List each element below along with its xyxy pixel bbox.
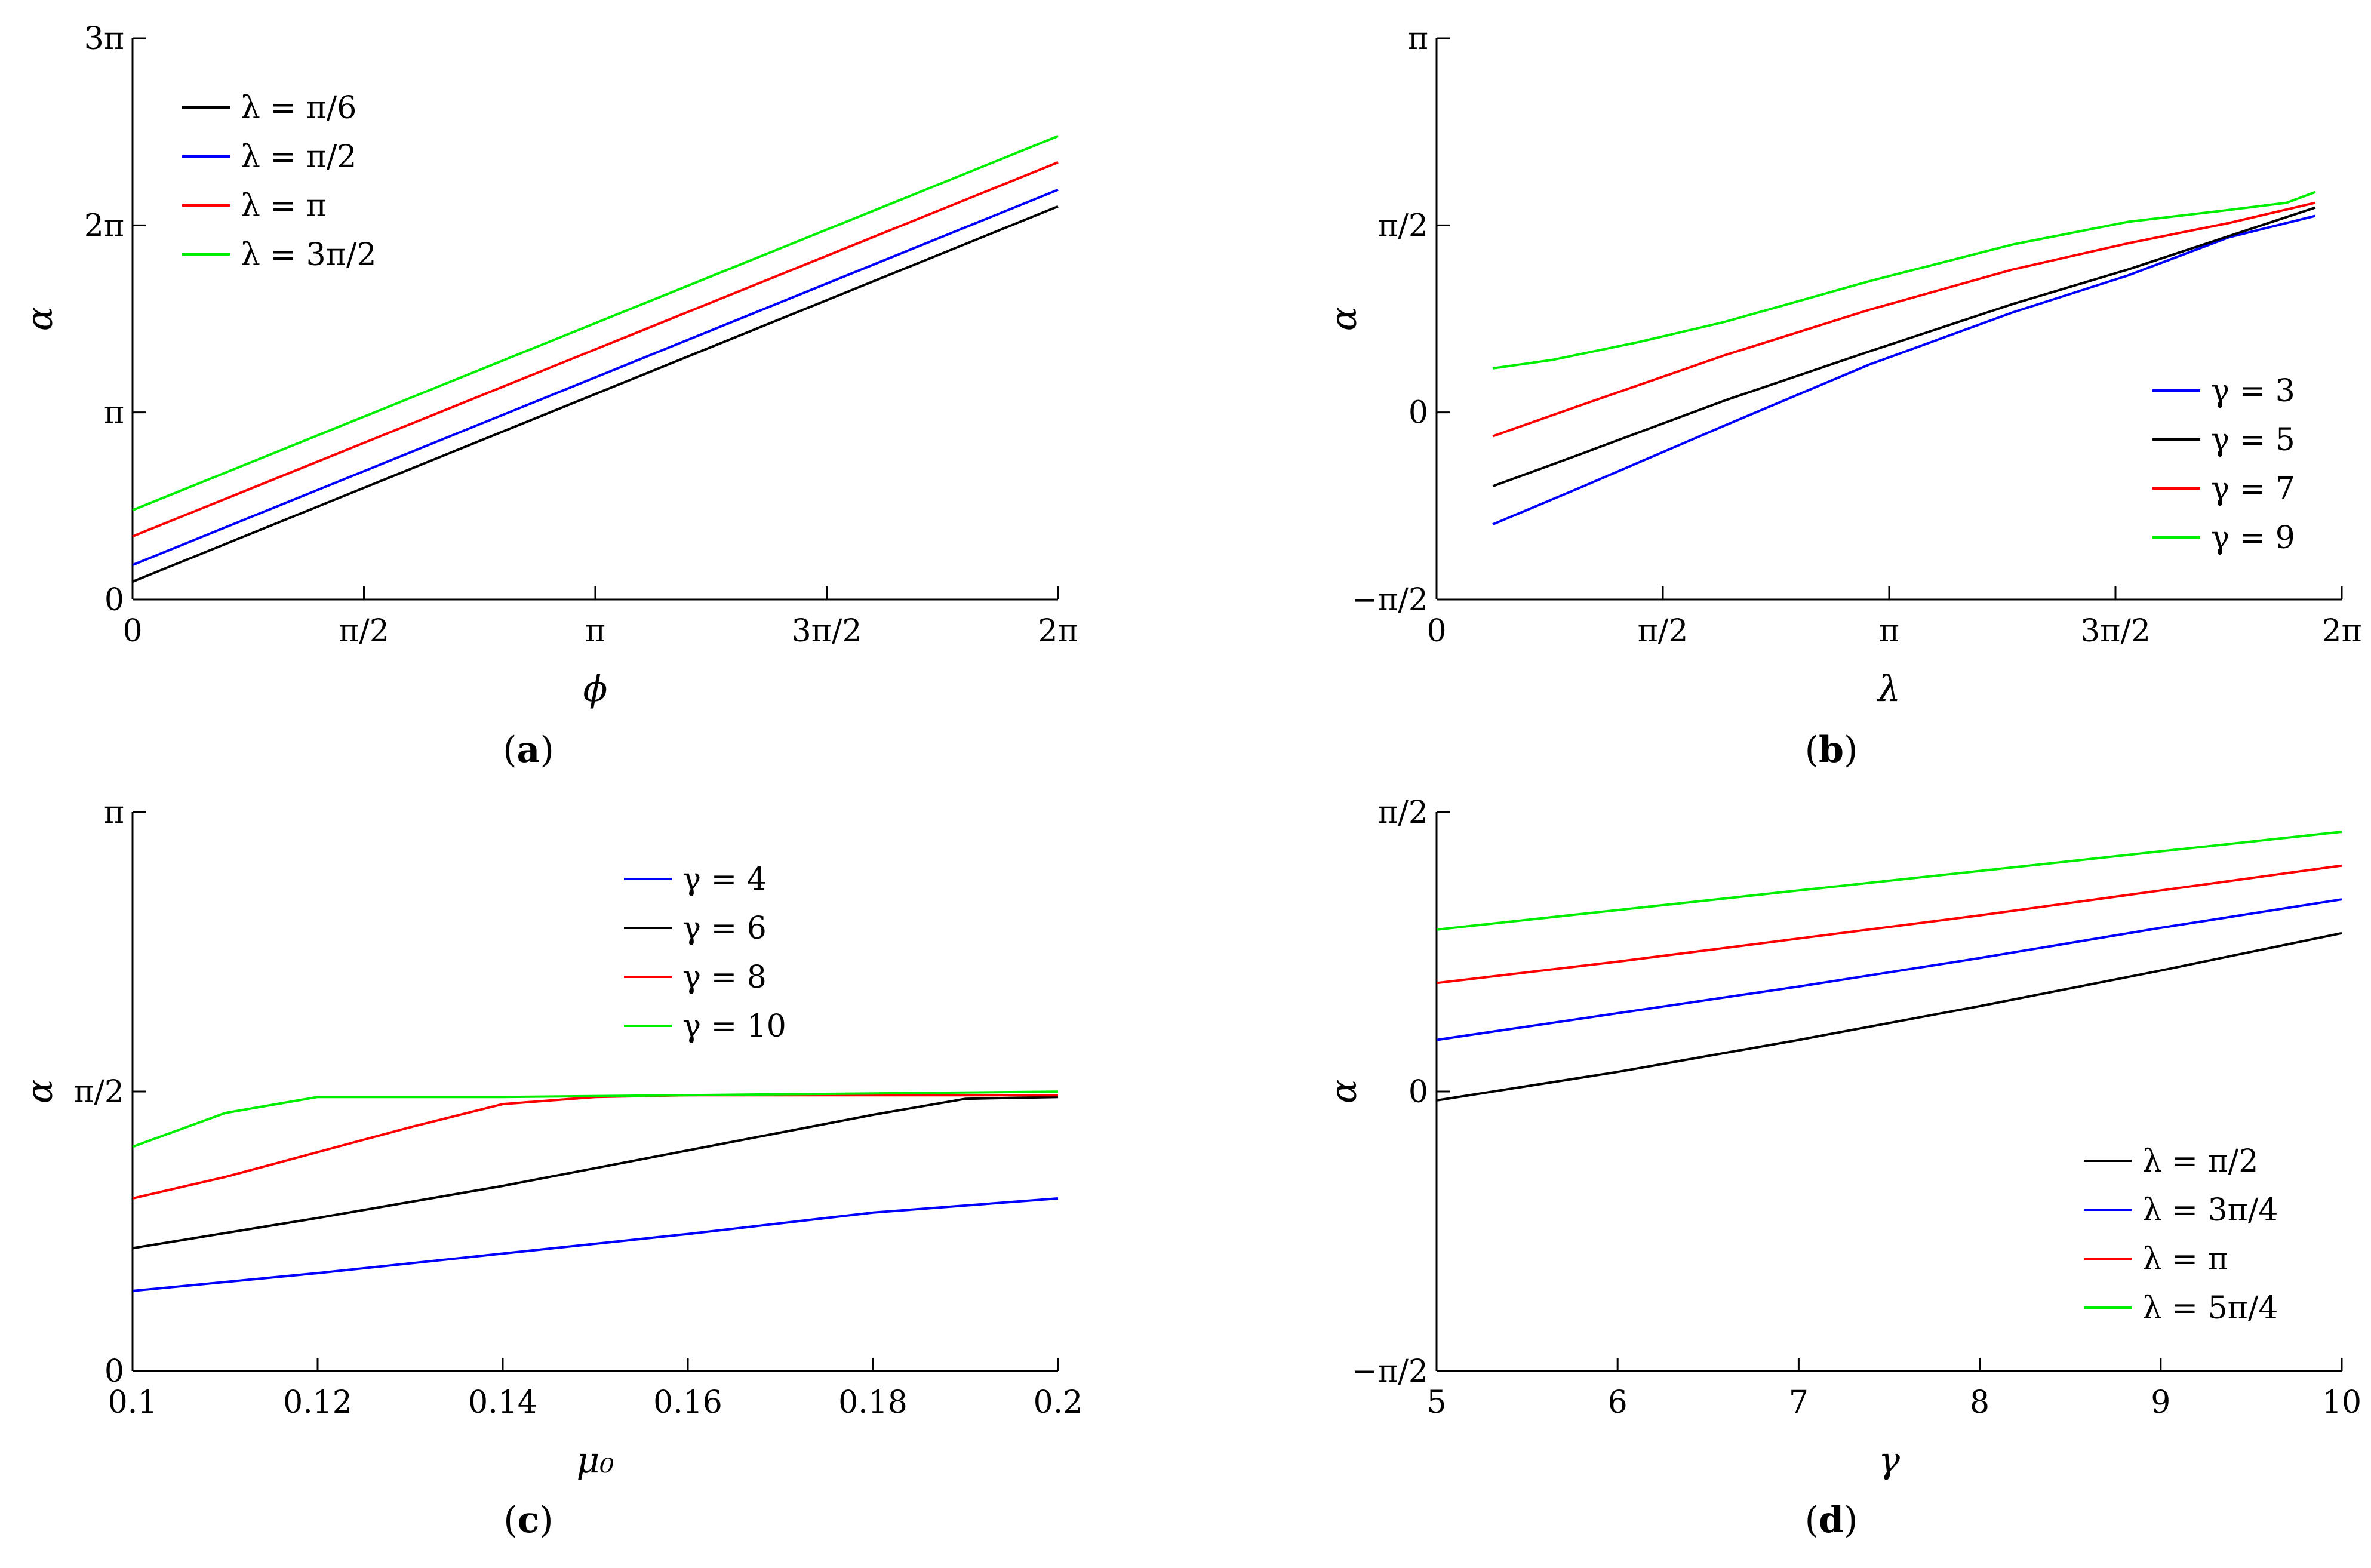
x-tick-label: 9	[2151, 1385, 2170, 1421]
legend-label: γ = 8	[682, 960, 767, 995]
x-tick-label: 2π	[1038, 613, 1078, 649]
y-tick-label: 0	[104, 1354, 124, 1389]
x-tick-label: 0.18	[838, 1385, 908, 1421]
y-axis-label: α	[19, 307, 61, 331]
legend-label: λ = π/6	[241, 90, 356, 126]
legend: γ = 4 γ = 6 γ = 8 γ = 10	[624, 862, 786, 1044]
x-tick-label: π	[1879, 613, 1899, 649]
x-tick-label: π/2	[1638, 613, 1689, 649]
legend-label: γ = 4	[682, 862, 767, 897]
y-tick-label: π	[104, 395, 124, 431]
y-tick-label: 3π	[84, 21, 124, 57]
y-tick-label: π/2	[1377, 795, 1428, 831]
legend-label: γ = 5	[2211, 422, 2295, 458]
legend-label: γ = 9	[2211, 520, 2295, 556]
series-line-3	[132, 1094, 1058, 1200]
series-line-4	[132, 1090, 1059, 1148]
x-tick-label: 0.2	[1034, 1385, 1083, 1421]
panel-caption-letter: a	[517, 729, 540, 771]
series-line-4	[1492, 190, 2316, 370]
legend-label: γ = 7	[2211, 471, 2295, 507]
y-tick-label: 0	[1409, 1074, 1428, 1110]
panel-caption: (b)	[1805, 729, 1858, 771]
y-tick-label: 2π	[84, 208, 124, 244]
x-tick-label: π/2	[339, 613, 389, 649]
legend: γ = 3 γ = 5 γ = 7 γ = 9	[2152, 373, 2295, 556]
x-tick-label: 0.12	[283, 1385, 352, 1421]
legend-label: γ = 10	[682, 1009, 786, 1044]
y-axis-label: α	[1323, 307, 1365, 331]
panel-caption: (c)	[503, 1499, 553, 1541]
legend: λ = π/2 λ = 3π/4 λ = π λ = 5π/4	[2084, 1143, 2278, 1326]
y-tick-label: π	[104, 795, 124, 831]
legend-label: γ = 6	[682, 911, 767, 946]
y-tick-label: π/2	[1377, 208, 1428, 244]
y-tick-label: −π/2	[1352, 582, 1428, 618]
series-line-2	[1492, 206, 2316, 488]
y-tick-label: π	[1408, 21, 1428, 57]
series-line-4	[1436, 831, 2342, 931]
y-tick-label: 0	[1409, 395, 1428, 431]
x-tick-label: 6	[1608, 1385, 1628, 1421]
legend-label: λ = π/2	[241, 139, 356, 175]
x-axis-label: μ₀	[576, 1440, 614, 1481]
legend-label: γ = 3	[2211, 373, 2295, 409]
x-tick-label: 0.14	[468, 1385, 537, 1421]
x-tick-label: 2π	[2321, 613, 2361, 649]
series-line-1	[132, 205, 1059, 583]
series-line-1	[132, 1197, 1059, 1292]
panel-caption: (d)	[1805, 1499, 1858, 1541]
legend-label: λ = π	[2142, 1241, 2228, 1277]
legend: λ = π/6 λ = π/2 λ = π λ = 3π/2	[182, 90, 376, 273]
legend-label: λ = π	[241, 188, 327, 224]
series-line-3	[1492, 201, 2316, 438]
series-line-1	[1492, 214, 2316, 526]
series-line-2	[1436, 898, 2342, 1041]
y-axis-label: α	[1323, 1080, 1365, 1104]
series-line-2	[132, 1096, 1059, 1250]
x-tick-label: 3π/2	[792, 613, 862, 649]
panel-caption: (a)	[503, 729, 554, 771]
x-tick-label: 3π/2	[2080, 613, 2151, 649]
x-tick-label: 7	[1789, 1385, 1809, 1421]
x-axis-label: λ	[1877, 668, 1901, 710]
y-tick-label: π/2	[73, 1074, 124, 1110]
panel-caption-letter: b	[1819, 729, 1844, 771]
x-tick-label: 0	[1426, 613, 1446, 649]
series-line-4	[132, 135, 1059, 512]
x-axis-label: γ	[1878, 1440, 1900, 1481]
x-tick-label: 0.16	[653, 1385, 722, 1421]
panel-caption-letter: c	[518, 1499, 540, 1541]
y-axis-label: α	[19, 1080, 61, 1104]
series-line-2	[132, 188, 1059, 567]
legend-label: λ = 5π/4	[2142, 1290, 2278, 1326]
series-line-1	[1436, 931, 2342, 1102]
x-tick-label: 10	[2322, 1385, 2361, 1421]
x-tick-label: 0.1	[108, 1385, 158, 1421]
legend-label: λ = 3π/4	[2142, 1192, 2278, 1228]
series-line-3	[1436, 864, 2342, 985]
series-line-3	[132, 161, 1059, 538]
x-tick-label: 0	[122, 613, 142, 649]
x-tick-label: 8	[1970, 1385, 1989, 1421]
x-tick-label: π	[585, 613, 605, 649]
y-tick-label: −π/2	[1352, 1354, 1428, 1389]
x-axis-label: ϕ	[583, 668, 608, 710]
panel-c: 0.1 0.12 0.14 0.16 0.18 0.2 0 π/2 π μ₀ α γ = 4 γ = 6…	[19, 795, 1083, 1541]
y-tick-label: 0	[104, 582, 124, 618]
legend-label: λ = 3π/2	[241, 237, 376, 273]
legend-label: λ = π/2	[2142, 1143, 2258, 1179]
x-tick-label: 5	[1426, 1385, 1446, 1421]
panel-caption-letter: d	[1819, 1499, 1844, 1541]
